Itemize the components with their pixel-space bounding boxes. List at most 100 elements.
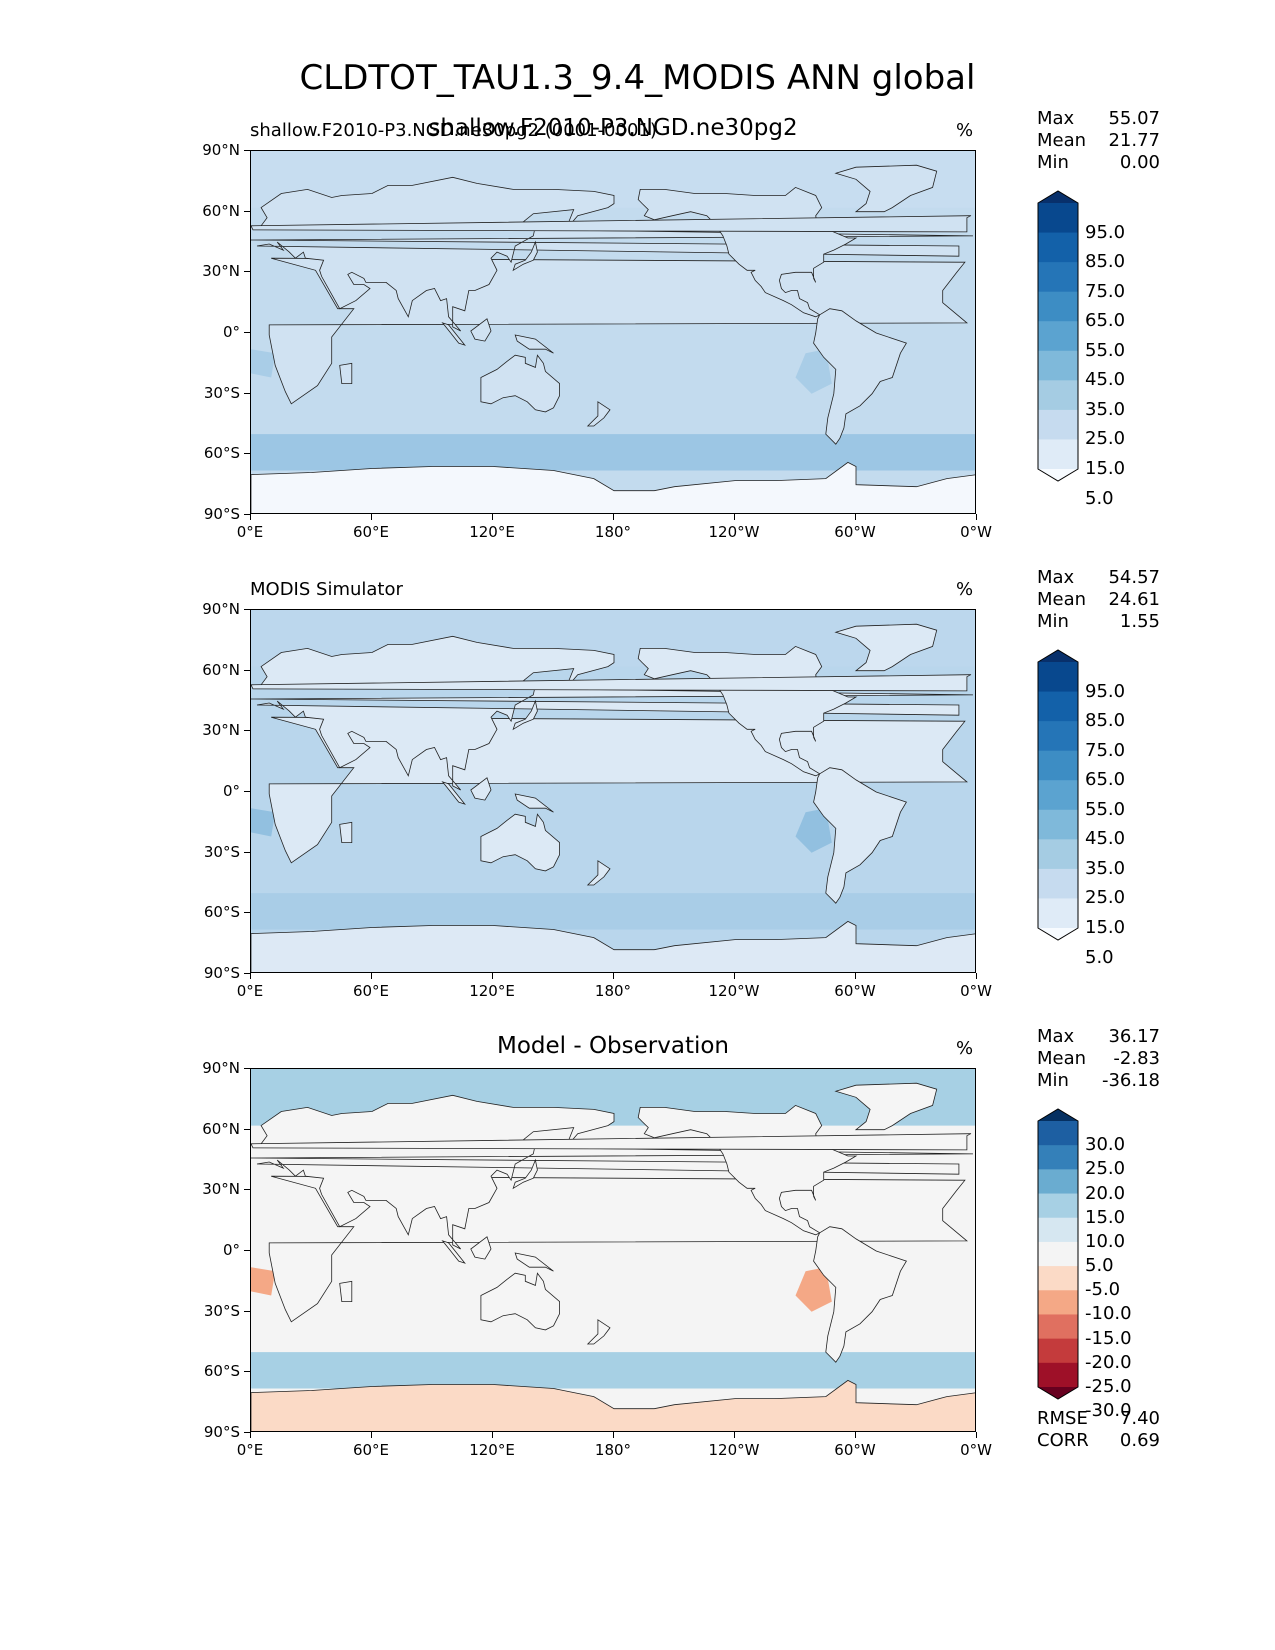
panel-2-stat-value: 36.17 <box>1108 1026 1160 1047</box>
coastline-south_america <box>813 1226 907 1363</box>
colorbar-segment <box>1038 750 1078 781</box>
panel-1-ytick: 60°N <box>202 660 240 679</box>
coastline-australia <box>480 1272 561 1331</box>
colorbar-segment <box>1038 439 1078 470</box>
coastline-australia <box>480 813 561 872</box>
colorbar-segment <box>1038 1121 1078 1146</box>
xtick-mark <box>976 973 977 979</box>
panel-1-ytick: 30°N <box>202 721 240 740</box>
colorbar-segment <box>1038 1217 1078 1243</box>
panel-1-stat-label: Max <box>1037 567 1075 588</box>
xtick-mark <box>855 973 856 979</box>
panel-0-ytick: 0° <box>222 323 240 341</box>
ytick-mark <box>244 1189 250 1191</box>
panel-1-xtick: 120°E <box>469 982 515 1000</box>
panel-1-stat-value: 54.57 <box>1108 567 1160 588</box>
colorbar-segment <box>1038 350 1078 381</box>
panel-1-xtick: 60°E <box>352 982 390 1000</box>
panel-1-colorbar-tick: 35.0 <box>1085 857 1126 879</box>
panel-1-colorbar-tick: 75.0 <box>1085 739 1126 761</box>
panel-2-colorbar-tick: -25.0 <box>1085 1376 1132 1397</box>
southern-ocean-band <box>251 434 975 471</box>
panel-0-ytick: 60°N <box>202 201 240 220</box>
colorbar-outline <box>1037 649 1079 941</box>
colorbar-segment <box>1038 409 1078 440</box>
panel-2-stat-label: Mean <box>1037 1048 1087 1069</box>
panel-0-colorbar-tick: 65.0 <box>1085 310 1126 332</box>
ytick-mark <box>244 1250 250 1251</box>
ytick-mark <box>244 912 250 914</box>
ytick-mark <box>244 609 250 610</box>
coastline-eurasia <box>251 176 974 332</box>
xtick-mark <box>492 1432 493 1438</box>
colorbar-extend-top <box>1038 191 1078 203</box>
xtick-mark <box>613 1432 614 1438</box>
panel-0-xtick: 120°E <box>469 523 515 541</box>
panel-0-xtick: 0°E <box>236 523 264 541</box>
panel-0-colorbar-tick: 75.0 <box>1085 280 1126 302</box>
stratus-region-1 <box>795 349 832 394</box>
panel-1-xtick: 180° <box>594 982 632 1000</box>
colorbar-segment <box>1038 1193 1078 1219</box>
colorbar-segment <box>1038 291 1078 322</box>
panel-0-left-title: shallow.F2010-P3.NGD.ne30pg2 (0001-0001) <box>250 120 657 141</box>
colorbar-segment <box>1038 1290 1078 1315</box>
ytick-mark <box>244 453 250 455</box>
xtick-mark <box>734 514 735 520</box>
panel-2-ytick: 60°N <box>202 1119 240 1138</box>
panel-0-xtick: 180° <box>594 523 632 541</box>
coastline-madagascar <box>339 1280 353 1303</box>
colorbar-segment <box>1038 380 1078 411</box>
panel-2-xtick: 60°E <box>352 1441 390 1459</box>
panel-0-center-title: shallow.F2010-P3.NGD.ne30pg2 <box>428 115 798 141</box>
ytick-mark <box>244 791 250 792</box>
coastline-newguinea <box>514 1252 554 1272</box>
panel-1-colorbar-tick: 95.0 <box>1085 680 1126 702</box>
rmse-label: RMSE <box>1037 1408 1088 1429</box>
panel-0-colorbar-tick: 85.0 <box>1085 251 1126 273</box>
panel-2-ytick: 90°N <box>202 1059 240 1077</box>
xtick-mark <box>734 973 735 979</box>
panel-2-colorbar-tick: -5.0 <box>1085 1279 1121 1301</box>
panel-2-colorbar-tick: 20.0 <box>1085 1182 1126 1204</box>
panel-0-stat-value: 55.07 <box>1108 108 1160 129</box>
coastline-antarctica <box>251 1379 975 1431</box>
panel-2-ytick: 30°S <box>203 1301 240 1320</box>
panel-2-xtick: 0°E <box>236 1441 264 1459</box>
panel-1-ytick: 90°N <box>202 600 240 618</box>
coastline-sumatra <box>441 322 466 346</box>
panel-0-map-svg <box>251 151 975 513</box>
panel-2-stat-value: -36.18 <box>1101 1070 1160 1091</box>
panel-1-map <box>250 609 976 973</box>
panel-1-map-svg <box>251 610 975 972</box>
panel-0-colorbar <box>1037 190 1079 482</box>
figure-title: CLDTOT_TAU1.3_9.4_MODIS ANN global <box>299 58 976 98</box>
ytick-mark <box>244 150 250 151</box>
panel-0-colorbar-tick: 25.0 <box>1085 428 1126 450</box>
stratus-region-2 <box>251 1267 276 1296</box>
ytick-mark <box>244 851 250 853</box>
panel-0-ytick: 30°N <box>202 262 240 281</box>
panel-1-xtick: 120°W <box>708 982 760 1000</box>
colorbar-extend-top <box>1038 650 1078 662</box>
panel-2-ytick: 30°N <box>202 1180 240 1199</box>
corr-label: CORR <box>1037 1430 1089 1451</box>
panel-2-unit: % <box>956 1038 974 1059</box>
coastline-borneo <box>470 777 492 801</box>
panel-0-ytick: 90°S <box>203 505 240 523</box>
coastline-australia <box>480 354 561 413</box>
ytick-mark <box>244 271 250 273</box>
stratus-region-2 <box>251 808 276 837</box>
panel-1-unit: % <box>956 579 974 600</box>
coastline-newguinea <box>514 334 554 354</box>
panel-0-ytick: 60°S <box>203 444 240 463</box>
colorbar-segment <box>1038 321 1078 352</box>
panel-0-colorbar-tick: 5.0 <box>1085 487 1114 509</box>
panel-2-map <box>250 1068 976 1432</box>
panel-0-colorbar-tick: 45.0 <box>1085 369 1126 391</box>
xtick-mark <box>250 1432 251 1438</box>
colorbar-segment <box>1038 898 1078 929</box>
colorbar-extend-bottom <box>1038 1387 1078 1399</box>
panel-0-colorbar-tick: 95.0 <box>1085 221 1126 243</box>
ytick-mark <box>244 392 250 394</box>
